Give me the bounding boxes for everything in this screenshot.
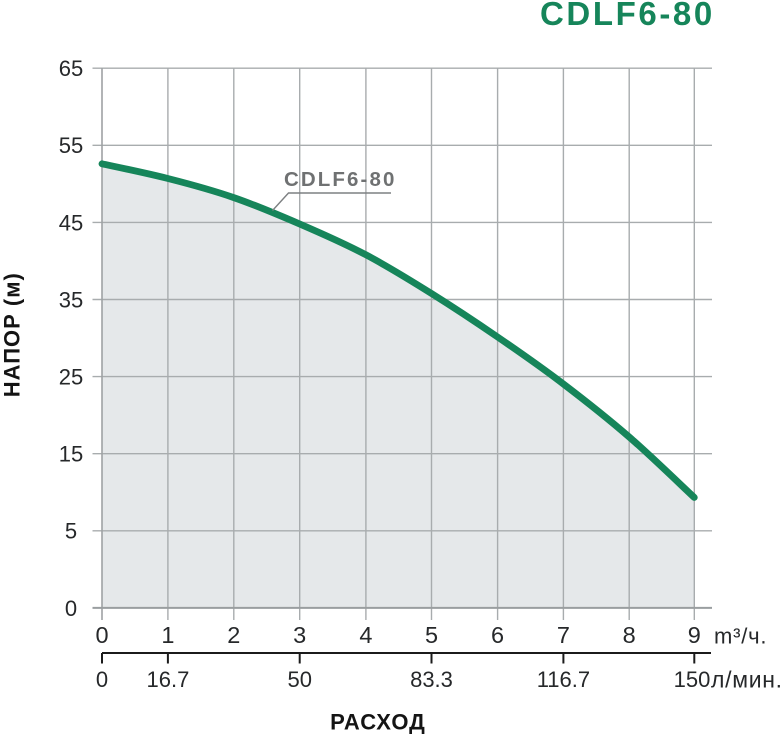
svg-text:5: 5 <box>65 519 77 544</box>
svg-text:3: 3 <box>293 622 306 648</box>
svg-text:8: 8 <box>623 622 636 648</box>
svg-text:CDLF6-80: CDLF6-80 <box>284 168 396 191</box>
svg-text:НАПОР (м): НАПОР (м) <box>0 272 25 397</box>
svg-text:55: 55 <box>59 133 83 158</box>
svg-text:6: 6 <box>491 622 504 648</box>
svg-text:45: 45 <box>59 210 83 235</box>
svg-text:9: 9 <box>688 622 701 648</box>
svg-text:4: 4 <box>359 622 372 648</box>
svg-text:150: 150 <box>674 667 711 692</box>
svg-text:50: 50 <box>287 667 311 692</box>
svg-text:л/мин.: л/мин. <box>711 667 782 693</box>
svg-text:РАСХОД: РАСХОД <box>330 710 426 735</box>
svg-text:0: 0 <box>96 667 108 692</box>
svg-text:2: 2 <box>227 622 240 648</box>
svg-text:0: 0 <box>95 622 108 648</box>
svg-text:15: 15 <box>59 442 83 467</box>
svg-text:1: 1 <box>161 622 174 648</box>
svg-text:5: 5 <box>425 622 438 648</box>
svg-text:CDLF6-80: CDLF6-80 <box>540 0 715 32</box>
svg-text:116.7: 116.7 <box>537 667 590 692</box>
svg-text:16.7: 16.7 <box>146 667 189 692</box>
svg-text:25: 25 <box>59 365 83 390</box>
svg-text:0: 0 <box>65 596 77 621</box>
svg-text:7: 7 <box>557 622 570 648</box>
svg-text:35: 35 <box>59 287 83 312</box>
svg-text:m³/ч.: m³/ч. <box>714 624 767 649</box>
svg-text:83.3: 83.3 <box>410 667 453 692</box>
svg-text:65: 65 <box>59 56 83 81</box>
